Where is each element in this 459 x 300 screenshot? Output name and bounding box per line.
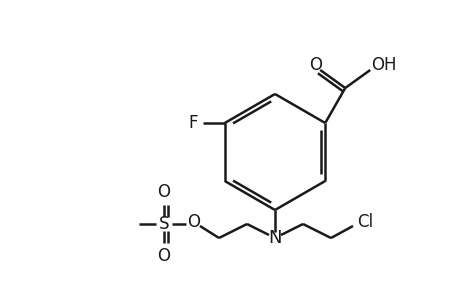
Text: O: O [157,247,170,265]
Text: Cl: Cl [356,213,372,231]
Text: OH: OH [371,56,396,74]
Text: O: O [308,56,321,74]
Text: N: N [268,229,281,247]
Text: S: S [158,215,169,233]
Text: O: O [157,183,170,201]
Text: F: F [188,114,197,132]
Text: O: O [187,213,200,231]
